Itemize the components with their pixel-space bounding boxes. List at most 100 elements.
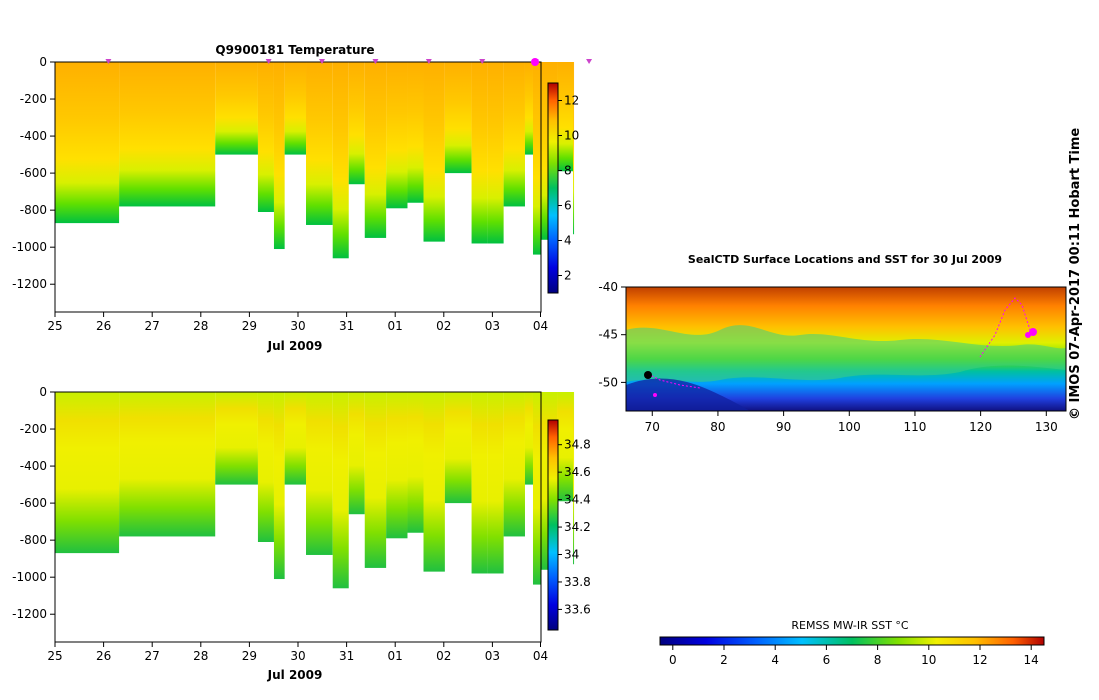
salinity-profile	[55, 392, 120, 554]
salinity-cb-tick-label: 33.6	[564, 602, 591, 616]
surface-marker	[265, 59, 272, 64]
temperature-x-tick-label: 28	[193, 319, 208, 333]
temperature-colorbar-ticks: 2 4 6 8 10 12	[558, 94, 579, 283]
salinity-profile	[306, 392, 333, 555]
sst-map-x-tick-label: 130	[1035, 420, 1058, 434]
salinity-x-tick-label: 29	[242, 649, 257, 663]
sst-map-title: SealCTD Surface Locations and SST for 30…	[688, 253, 1002, 266]
temperature-profile	[386, 62, 408, 209]
temperature-x-tick-label: 03	[485, 319, 500, 333]
temperature-profile	[524, 62, 533, 155]
temperature-x-tick-label: 25	[47, 319, 62, 333]
salinity-x-tick-label: 02	[436, 649, 451, 663]
temperature-x-label: Jul 2009	[267, 339, 323, 353]
salinity-profile	[119, 392, 216, 537]
seal-location	[653, 393, 657, 397]
surface-marker	[479, 59, 486, 64]
temperature-profile	[215, 62, 258, 155]
seal-track-path	[647, 297, 1031, 389]
sst-map-y-tick-label: -50	[598, 375, 618, 389]
sst-map-frame	[625, 286, 1067, 412]
temperature-x-tick-label: 30	[290, 319, 305, 333]
temperature-y-tick-label: -1200	[12, 277, 47, 291]
salinity-profile	[423, 392, 445, 572]
salinity-y-tick-label: -1000	[12, 570, 47, 584]
temperature-y-tick-label: -1000	[12, 240, 47, 254]
salinity-x-tick-label: 30	[290, 649, 305, 663]
temperature-x-tick-label: 31	[339, 319, 354, 333]
salinity-y-tick-label: -200	[20, 422, 47, 436]
salinity-profile	[444, 392, 472, 504]
sst-map-panel: SealCTD Surface Locations and SST for 30…	[598, 253, 1067, 667]
temperature-cb-tick-label: 12	[564, 94, 579, 108]
sst-map-x-tick-label: 80	[710, 420, 725, 434]
sst-map-x-tick-label: 100	[838, 420, 861, 434]
temperature-x-tick-label: 29	[242, 319, 257, 333]
temperature-profile	[471, 62, 488, 244]
surface-marker	[531, 58, 539, 66]
sst-map-x-tick-label: 120	[969, 420, 992, 434]
surface-marker	[586, 59, 593, 64]
salinity-profile	[503, 392, 525, 537]
temperature-x-tick-label: 27	[145, 319, 160, 333]
salinity-colorbar-ticks: 33.6 33.8 34 34.2 34.4 34.6 34.8	[558, 438, 591, 616]
temperature-profile	[573, 62, 575, 235]
salinity-x-tick-label: 28	[193, 649, 208, 663]
temperature-profile	[532, 62, 541, 255]
salinity-cb-tick-label: 34.4	[564, 493, 591, 507]
salinity-x-tick-label: 04	[533, 649, 548, 663]
temperature-profile	[423, 62, 445, 242]
temperature-cb-tick-label: 2	[564, 269, 572, 283]
temperature-profile	[306, 62, 333, 225]
temperature-profile	[284, 62, 307, 155]
sst-colorbar	[659, 636, 1045, 646]
sst-map-y-axis: -40 -45 -50	[598, 280, 626, 389]
sst-map-x-tick-label: 110	[904, 420, 927, 434]
salinity-profile	[386, 392, 408, 539]
sst-cold-pool	[626, 378, 750, 411]
salinity-profile	[215, 392, 258, 485]
salinity-cb-tick-label: 34.8	[564, 438, 591, 452]
surface-marker	[105, 59, 112, 64]
temperature-profile	[273, 62, 285, 250]
salinity-y-tick-label: -400	[20, 459, 47, 473]
salinity-cb-tick-label: 33.8	[564, 575, 591, 589]
salinity-colorbar	[547, 419, 559, 631]
temperature-title: Q9900181 Temperature	[215, 43, 374, 57]
salinity-profile	[557, 392, 574, 502]
salinity-profile	[471, 392, 488, 574]
temperature-profile	[257, 62, 274, 212]
sst-cb-tick-label: 6	[823, 653, 831, 667]
salinity-y-tick-label: -600	[20, 496, 47, 510]
temperature-cb-tick-label: 10	[564, 129, 579, 143]
temperature-colorbar	[547, 82, 559, 294]
temperature-profile	[119, 62, 216, 207]
temperature-profile	[487, 62, 504, 244]
temperature-cb-tick-label: 4	[564, 234, 572, 248]
temperature-cb-tick-label: 6	[564, 199, 572, 213]
temperature-profile	[332, 62, 349, 259]
sst-map-y-tick-label: -40	[598, 280, 618, 294]
temperature-y-tick-label: -200	[20, 92, 47, 106]
salinity-profile	[284, 392, 307, 485]
salinity-profile	[487, 392, 504, 574]
salinity-x-tick-label: 03	[485, 649, 500, 663]
salinity-profile	[532, 392, 541, 585]
salinity-profiles	[55, 392, 575, 589]
temperature-profile	[55, 62, 120, 224]
sst-cb-tick-label: 12	[972, 653, 987, 667]
sst-cb-tick-label: 0	[669, 653, 677, 667]
temperature-profile	[503, 62, 525, 207]
seal-track	[644, 297, 1037, 397]
sst-map-x-tick-label: 70	[645, 420, 660, 434]
sst-cb-tick-label: 2	[720, 653, 728, 667]
salinity-x-axis: 25 26 27 28 29 30 31 01 02 03 04	[47, 642, 548, 663]
temperature-profiles	[55, 62, 575, 259]
salinity-profile	[348, 392, 365, 515]
salinity-y-tick-label: -1200	[12, 607, 47, 621]
temperature-y-tick-label: 0	[39, 55, 47, 69]
sst-cb-tick-label: 14	[1024, 653, 1039, 667]
sst-cb-tick-label: 8	[874, 653, 882, 667]
sst-cb-tick-label: 4	[771, 653, 779, 667]
salinity-profile	[364, 392, 387, 568]
